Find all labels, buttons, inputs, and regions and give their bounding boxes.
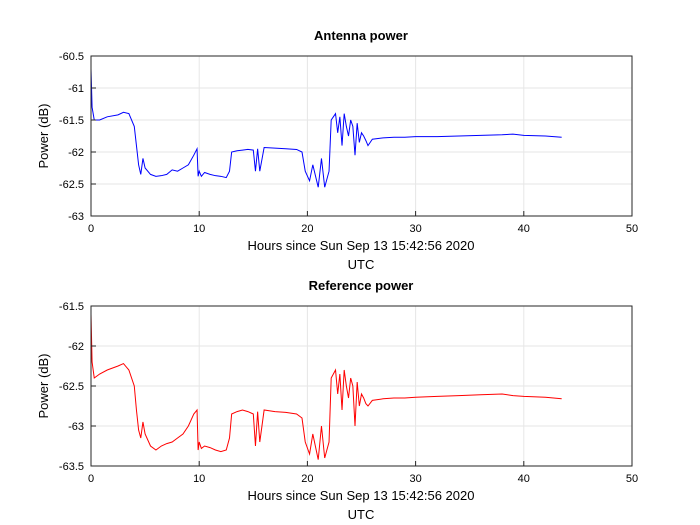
y-tick-label: -63 [68,211,84,223]
y-tick-label: -61.5 [59,301,84,313]
x-axis-label: Hours since Sun Sep 13 15:42:56 2020 [248,488,475,503]
antenna-power-chart: 0 10 20 30 40 50 -63 -62.5 -62 -61.5 -61 -60.5 Ante… [36,28,638,272]
x-tick-label: 20 [301,223,313,235]
x-axis-label-line2: UTC [348,507,375,522]
x-axis-label: Hours since Sun Sep 13 15:42:56 2020 [248,238,475,253]
x-tick-label: 10 [193,223,205,235]
axes-frame [90,55,633,217]
x-tick-label: 50 [626,223,638,235]
antenna-power-line [90,68,562,188]
x-tick-label: 40 [518,473,530,485]
y-tick-label: -61 [68,83,84,95]
chart-title: Reference power [309,278,414,293]
y-tick-label: -61.5 [59,115,84,127]
reference-power-chart: 0 10 20 30 40 50 -63.5 -63 -62.5 -62 -61.5 Referen… [36,278,638,522]
x-tick-label: 20 [301,473,313,485]
y-axis-label: Power (dB) [36,353,51,418]
x-axis-label-line2: UTC [348,257,375,272]
reference-power-line [90,313,562,460]
x-tick-label: 30 [409,223,421,235]
tick-labels: 0 10 20 30 40 50 -63 -62.5 -62 -61.5 -61 -60.5 [59,51,638,235]
x-tick-label: 50 [626,473,638,485]
x-tick-label: 30 [409,473,421,485]
y-tick-label: -63.5 [59,461,84,473]
tick-labels: 0 10 20 30 40 50 -63.5 -63 -62.5 -62 -61.5 [59,301,638,485]
y-tick-label: -62.5 [59,179,84,191]
x-tick-label: 40 [518,223,530,235]
y-tick-label: -60.5 [59,51,84,63]
x-tick-label: 0 [88,223,94,235]
y-axis-label: Power (dB) [36,103,51,168]
y-tick-label: -62 [68,147,84,159]
x-tick-label: 10 [193,473,205,485]
y-tick-label: -63 [68,421,84,433]
y-tick-label: -62 [68,341,84,353]
x-tick-label: 0 [88,473,94,485]
y-tick-label: -62.5 [59,381,84,393]
chart-title: Antenna power [314,28,408,43]
